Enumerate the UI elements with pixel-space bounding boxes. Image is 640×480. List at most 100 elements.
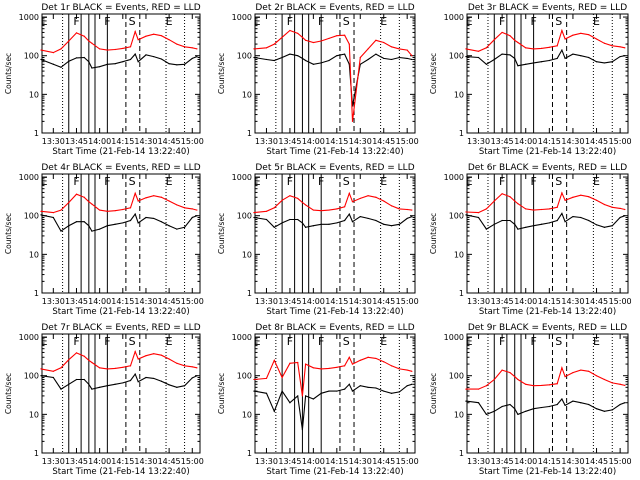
- data-point-events: [561, 212, 563, 214]
- data-point-events: [265, 218, 268, 221]
- marker-letter: E: [254, 335, 261, 348]
- data-point-lld: [406, 49, 408, 51]
- data-point-events: [183, 63, 186, 65]
- data-point-lld: [509, 196, 511, 198]
- data-point-events: [304, 226, 307, 228]
- data-point-events: [406, 385, 408, 387]
- data-point-events: [273, 226, 275, 228]
- y-tick-label: 1: [247, 449, 252, 458]
- data-point-events: [196, 375, 198, 377]
- data-point-lld: [145, 197, 147, 199]
- data-point-lld: [509, 372, 511, 374]
- data-point-lld: [509, 35, 511, 37]
- data-point-lld: [556, 383, 558, 385]
- data-point-events: [91, 67, 93, 69]
- data-point-events: [501, 219, 503, 222]
- x-tick-label: 14:30: [134, 457, 157, 466]
- y-tick-label: 1: [34, 129, 39, 138]
- data-point-events: [485, 413, 488, 415]
- data-point-lld: [501, 31, 503, 34]
- data-point-lld: [145, 355, 147, 357]
- x-tick-label: 14:30: [561, 297, 584, 306]
- data-point-lld: [624, 384, 626, 387]
- data-point-events: [99, 386, 101, 388]
- y-tick-label: 1: [459, 449, 464, 458]
- data-point-lld: [514, 39, 516, 41]
- data-point-events: [564, 57, 566, 60]
- series-line-events: [40, 212, 198, 232]
- data-point-events: [336, 222, 338, 224]
- data-point-lld: [351, 363, 354, 365]
- data-point-lld: [253, 212, 255, 214]
- marker-letter: E: [254, 15, 261, 28]
- data-point-events: [351, 390, 354, 392]
- data-point-lld: [191, 47, 193, 49]
- marker-letter: E: [166, 15, 173, 28]
- data-point-lld: [359, 56, 361, 59]
- data-point-lld: [68, 201, 70, 204]
- x-tick-label: 13:45: [491, 297, 514, 306]
- data-point-lld: [603, 378, 606, 381]
- x-tick-label: 14:45: [372, 297, 395, 306]
- data-point-events: [611, 61, 613, 63]
- data-point-events: [556, 57, 558, 60]
- data-point-events: [75, 378, 78, 381]
- x-tick-label: 14:00: [302, 457, 325, 466]
- y-axis-label: Counts/sec: [217, 373, 226, 414]
- data-point-lld: [564, 375, 566, 378]
- data-point-lld: [129, 46, 132, 48]
- panel-title: Det 3r BLACK = Events, RED = LLD: [468, 3, 627, 13]
- data-point-events: [588, 219, 590, 222]
- data-point-events: [588, 403, 590, 406]
- data-point-events: [137, 222, 139, 224]
- marker-letter: F: [530, 15, 536, 28]
- data-point-lld: [52, 52, 54, 54]
- data-point-lld: [348, 192, 350, 194]
- data-point-lld: [301, 395, 304, 397]
- data-point-events: [517, 65, 519, 67]
- x-tick-label: 14:30: [349, 297, 372, 306]
- data-point-lld: [611, 45, 613, 47]
- data-point-events: [398, 223, 400, 225]
- data-point-lld: [603, 42, 606, 44]
- data-point-events: [253, 390, 255, 392]
- x-tick-label: 14:45: [158, 297, 181, 306]
- data-point-lld: [595, 375, 598, 377]
- data-point-events: [344, 53, 346, 55]
- data-point-events: [145, 54, 147, 56]
- data-point-lld: [320, 210, 322, 212]
- data-point-lld: [624, 47, 626, 49]
- data-point-events: [253, 216, 255, 219]
- x-tick-label: 14:45: [158, 137, 181, 146]
- data-point-events: [68, 225, 70, 227]
- panel-det-8r: Det 8r BLACK = Events, RED = LLD E F F S E 1 10…: [217, 323, 419, 477]
- data-point-events: [129, 58, 132, 61]
- data-point-events: [297, 55, 299, 57]
- data-point-events: [406, 57, 408, 60]
- data-point-events: [312, 63, 314, 65]
- marker-letter: F: [287, 15, 293, 28]
- data-point-events: [60, 388, 62, 390]
- data-point-events: [289, 53, 291, 55]
- y-tick-label: 10: [454, 90, 464, 99]
- marker-letter: F: [499, 175, 505, 188]
- data-point-events: [122, 382, 124, 384]
- data-point-lld: [517, 203, 519, 205]
- data-point-events: [493, 223, 495, 225]
- marker-letter: S: [129, 335, 136, 348]
- data-point-lld: [572, 34, 574, 36]
- data-point-lld: [477, 212, 480, 214]
- data-point-events: [88, 383, 90, 385]
- data-point-lld: [533, 48, 535, 50]
- data-point-lld: [477, 50, 480, 52]
- plot-frame: [466, 333, 629, 454]
- data-point-events: [40, 58, 42, 61]
- data-point-events: [328, 390, 330, 392]
- plot-frame: [254, 13, 416, 134]
- data-point-events: [301, 222, 304, 224]
- data-point-lld: [273, 359, 275, 361]
- data-point-lld: [196, 209, 198, 211]
- data-point-lld: [196, 367, 198, 369]
- y-tick-label: 100: [24, 212, 39, 221]
- panel-title: Det 8r BLACK = Events, RED = LLD: [255, 323, 414, 333]
